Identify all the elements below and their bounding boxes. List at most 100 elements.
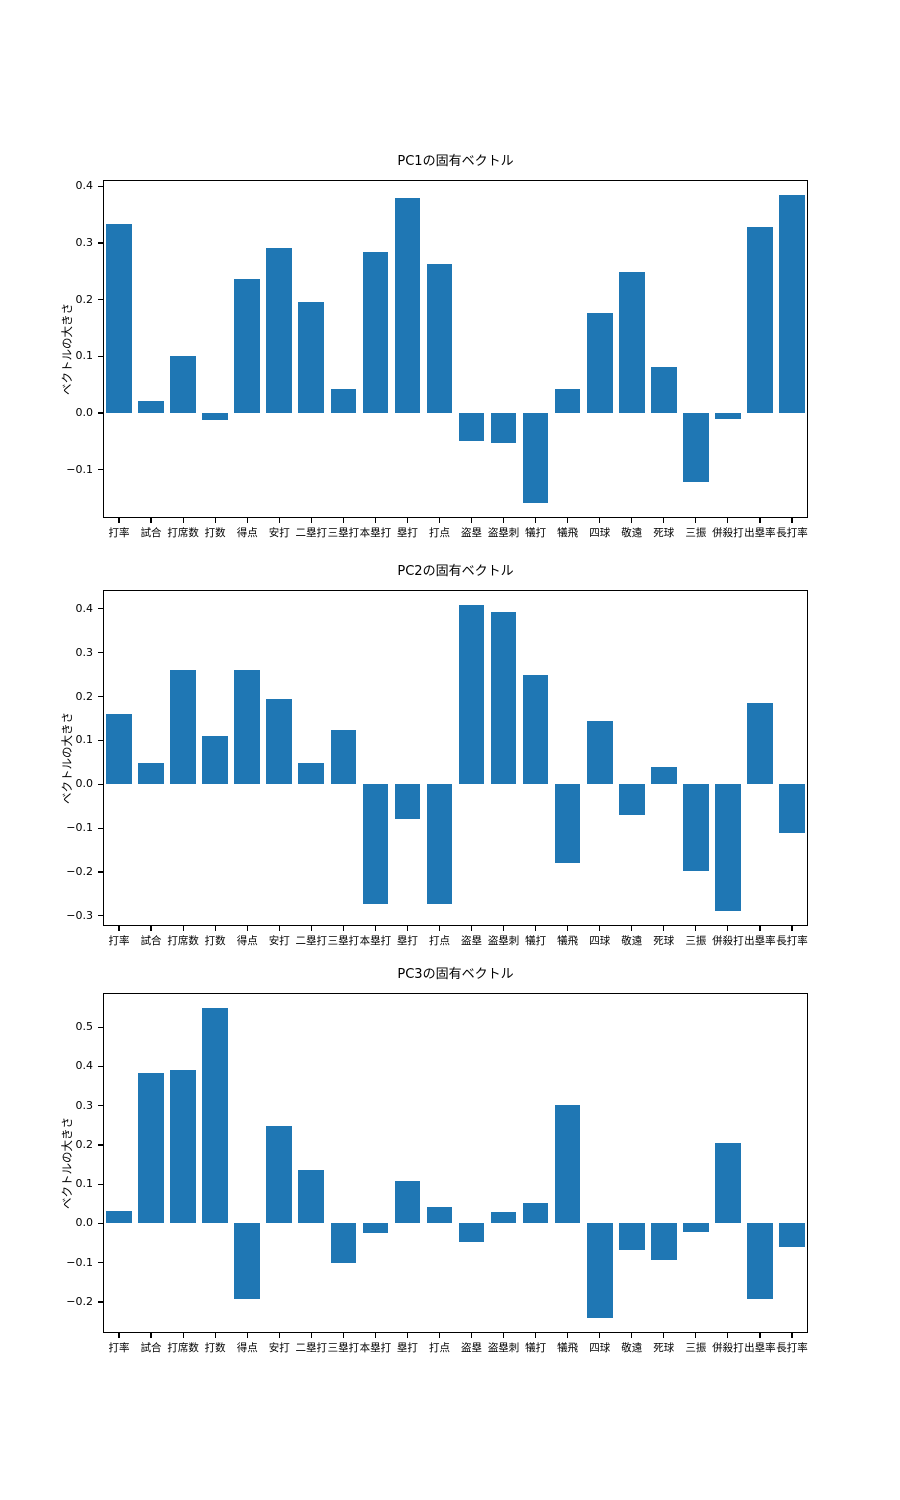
bar (138, 763, 164, 785)
x-tick-mark (695, 1333, 697, 1338)
y-tick-label: 0.2 (75, 292, 94, 306)
x-tick-mark (118, 1333, 120, 1338)
x-tick-mark (663, 518, 665, 523)
x-tick-label: 打点 (428, 1342, 450, 1354)
y-tick-label: 0.1 (75, 1177, 94, 1191)
bar (715, 784, 741, 911)
x-tick-label: 打率 (108, 527, 130, 539)
y-tick-label: −0.1 (66, 462, 93, 476)
bar (747, 1223, 773, 1299)
x-tick-label: 犠打 (525, 1342, 547, 1354)
bar (170, 670, 196, 785)
x-tick-label: 犠飛 (557, 935, 579, 947)
bar (458, 1223, 485, 1243)
x-tick-label: 敬遠 (621, 1342, 643, 1354)
bar (522, 413, 549, 503)
x-tick-mark (599, 518, 601, 523)
x-tick-label: 三塁打 (327, 935, 360, 947)
x-tick-mark (406, 518, 409, 523)
x-tick-mark (310, 518, 312, 523)
x-tick-mark (342, 926, 344, 931)
y-tick-label: 0.1 (75, 349, 94, 363)
x-tick-mark (246, 1333, 248, 1338)
bar (202, 735, 228, 785)
x-tick-mark (791, 1333, 793, 1338)
bar (362, 1223, 389, 1233)
x-tick-label: 四球 (589, 935, 611, 947)
bar (138, 400, 164, 414)
x-tick-label: 三振 (685, 935, 707, 947)
x-tick-label: 盗塁刺 (487, 527, 520, 539)
x-tick-mark (406, 926, 409, 931)
x-tick-mark (214, 1333, 216, 1338)
plot-area-border (103, 590, 808, 926)
bar (747, 702, 773, 785)
bar (650, 366, 677, 414)
bar (458, 605, 485, 785)
x-tick-label: 出塁率 (744, 527, 776, 539)
x-tick-label: 試合 (140, 935, 162, 947)
x-tick-label: 併殺打 (712, 935, 744, 947)
bar (234, 670, 260, 785)
bar (490, 611, 517, 785)
y-tick-label: 0.5 (75, 1020, 94, 1034)
y-tick-label: 0.3 (75, 1098, 94, 1112)
x-tick-mark (759, 926, 761, 931)
x-tick-mark (599, 926, 601, 931)
x-tick-label: 死球 (653, 527, 675, 539)
y-tick-label: 0.2 (75, 689, 94, 703)
y-tick-mark (98, 915, 103, 917)
bar (490, 413, 517, 444)
x-tick-label: 敬遠 (621, 935, 643, 947)
bar (426, 1206, 453, 1224)
x-tick-label: 盗塁刺 (487, 1342, 520, 1354)
x-tick-label: 試合 (140, 527, 162, 539)
y-tick-label: −0.2 (66, 1294, 93, 1308)
x-tick-label: 併殺打 (712, 1342, 744, 1354)
bar (106, 1210, 132, 1224)
x-tick-mark (374, 926, 376, 931)
y-tick-label: 0.0 (75, 406, 94, 420)
x-tick-mark (438, 518, 441, 523)
y-tick-mark (98, 185, 103, 187)
x-tick-mark (727, 1333, 729, 1338)
bar (650, 767, 677, 785)
bar (747, 227, 773, 414)
y-tick-mark (98, 1301, 103, 1303)
x-tick-label: 打席数 (167, 1342, 199, 1354)
x-tick-label: 出塁率 (744, 935, 776, 947)
bar (170, 356, 196, 414)
x-tick-mark (535, 926, 537, 931)
y-tick-mark (98, 412, 103, 414)
x-tick-label: 盗塁 (461, 527, 483, 539)
bar (522, 674, 549, 785)
x-tick-mark (310, 926, 312, 931)
x-tick-label: 塁打 (396, 1342, 418, 1354)
x-tick-label: 死球 (653, 1342, 675, 1354)
x-tick-mark (727, 926, 729, 931)
bar (715, 1143, 741, 1224)
x-tick-label: 二塁打 (295, 935, 328, 947)
y-tick-label: 0.2 (75, 1137, 94, 1151)
bar (554, 388, 581, 414)
y-tick-mark (98, 783, 103, 785)
x-tick-label: 打点 (428, 527, 450, 539)
bar (586, 313, 613, 414)
y-tick-mark (98, 1183, 103, 1185)
x-tick-label: 犠飛 (557, 527, 579, 539)
x-tick-label: 得点 (236, 935, 258, 947)
y-tick-label: 0.4 (75, 1059, 94, 1073)
x-tick-label: 四球 (589, 1342, 611, 1354)
bar (202, 1008, 228, 1224)
x-tick-mark (599, 1333, 601, 1338)
bar (779, 195, 805, 414)
x-tick-mark (150, 926, 152, 931)
y-tick-mark (98, 827, 103, 829)
x-tick-mark (310, 1333, 312, 1338)
x-tick-label: 犠打 (525, 527, 547, 539)
x-tick-label: 得点 (236, 527, 258, 539)
bar (298, 763, 325, 785)
x-tick-label: 本塁打 (359, 527, 392, 539)
x-tick-label: 盗塁刺 (487, 935, 520, 947)
x-tick-mark (695, 926, 697, 931)
